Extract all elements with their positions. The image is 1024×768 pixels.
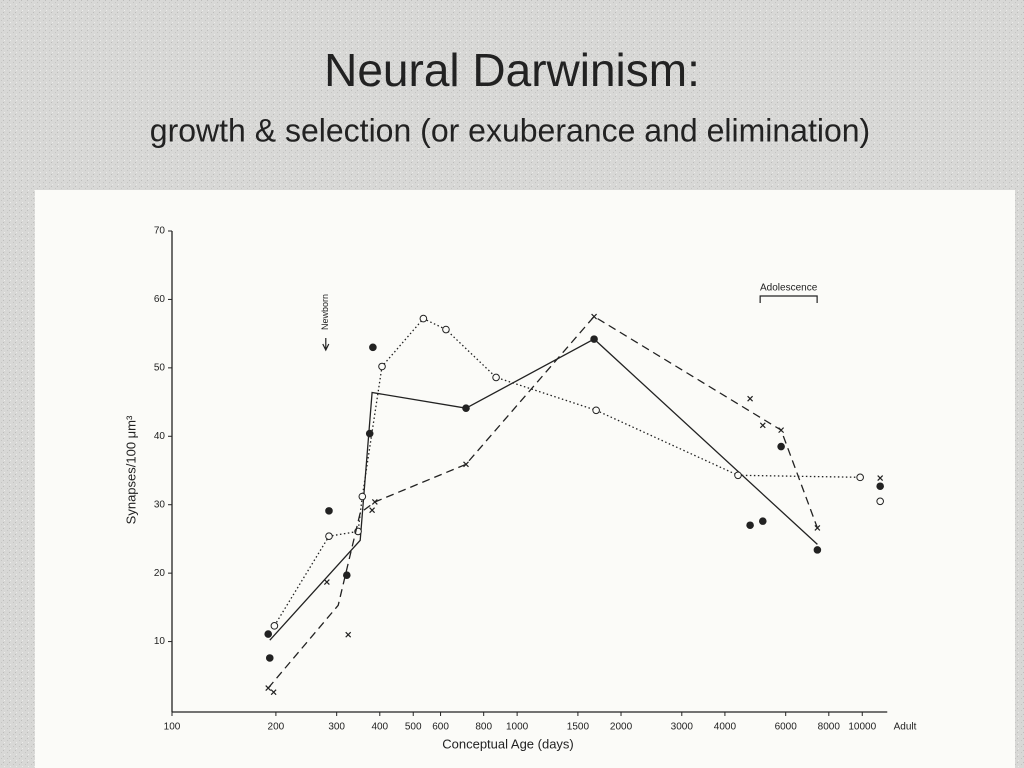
marker-x <box>323 579 330 585</box>
x-tick-label: 3000 <box>671 722 694 733</box>
adolescence-bracket <box>759 295 818 303</box>
marker-x <box>778 427 785 434</box>
marker-x <box>369 507 376 514</box>
open-circle <box>876 497 884 506</box>
filled-circle <box>813 546 822 554</box>
filled-circle <box>365 429 374 438</box>
slide-subtitle: growth & selection (or exuberance and el… <box>150 112 870 148</box>
series-line <box>267 315 819 689</box>
filled-circle <box>462 404 470 413</box>
y-tick-label: 40 <box>154 431 166 442</box>
filled-circle <box>876 482 884 491</box>
x-tick-label: 1000 <box>506 722 529 733</box>
filled-circle <box>325 507 333 515</box>
marker-x <box>747 395 754 402</box>
y-tick-label: 30 <box>154 499 166 510</box>
filled-circle <box>590 335 598 343</box>
x-tick-label: 600 <box>432 722 449 733</box>
plot: 10 20 30 40 50 60 70 100 200 300 400 500 600 800 1000 1… <box>123 226 916 752</box>
open-circle <box>325 532 333 540</box>
x-tick-label: 6000 <box>775 722 798 733</box>
marker-x <box>345 631 352 638</box>
filled-circle <box>265 654 274 662</box>
x-tick-label: 500 <box>405 722 422 733</box>
x-tick-label: 200 <box>268 722 285 733</box>
filled-circle <box>264 630 273 638</box>
y-tick-label: 60 <box>154 294 166 305</box>
series-line <box>269 338 818 641</box>
chart-panel <box>35 190 1015 768</box>
open-circle <box>492 373 500 382</box>
y-axis-label: Synapses/100 μm³ <box>123 415 138 524</box>
x-tick-label: 800 <box>475 722 492 733</box>
filled-circle <box>758 517 767 525</box>
y-tick-label: 10 <box>154 636 166 647</box>
filled-circle <box>746 521 754 530</box>
slide-title: Neural Darwinism: <box>324 44 700 96</box>
x-axis-label: Conceptual Age (days) <box>442 736 574 751</box>
marker-x <box>814 525 821 531</box>
x-tick-label: 100 <box>164 722 181 733</box>
marker-x <box>877 475 884 481</box>
y-tick-label: 20 <box>154 568 166 579</box>
open-circle <box>856 473 864 482</box>
marker-x <box>759 422 766 429</box>
marker-x <box>371 499 378 505</box>
newborn-arrow <box>322 338 330 352</box>
marker-x <box>270 689 277 696</box>
open-circle <box>378 362 386 371</box>
filled-circle <box>777 442 785 451</box>
filled-circle <box>369 343 377 352</box>
open-circle <box>734 471 742 480</box>
annotation-label: Newborn <box>320 294 330 330</box>
marker-x <box>591 313 598 320</box>
open-circle <box>419 314 428 323</box>
x-tick-label: 10000 <box>848 722 876 733</box>
open-circle <box>270 622 279 630</box>
x-tick-label: 2000 <box>610 722 633 733</box>
open-circle <box>592 406 600 415</box>
x-tick-label: 4000 <box>714 722 737 733</box>
open-circle <box>442 325 450 334</box>
open-circle <box>358 492 367 501</box>
x-tick-label: 8000 <box>818 722 841 733</box>
x-tick-label: 1500 <box>567 722 590 733</box>
y-tick-label: 50 <box>154 362 166 373</box>
marker-x <box>463 461 469 468</box>
annotation-label: Adolescence <box>760 283 818 294</box>
y-tick-label: 70 <box>154 226 166 237</box>
marker-x <box>265 685 272 692</box>
x-tick-label: 300 <box>328 722 345 733</box>
x-tick-label: 400 <box>371 722 388 733</box>
x-tick-label: Adult <box>894 722 917 733</box>
